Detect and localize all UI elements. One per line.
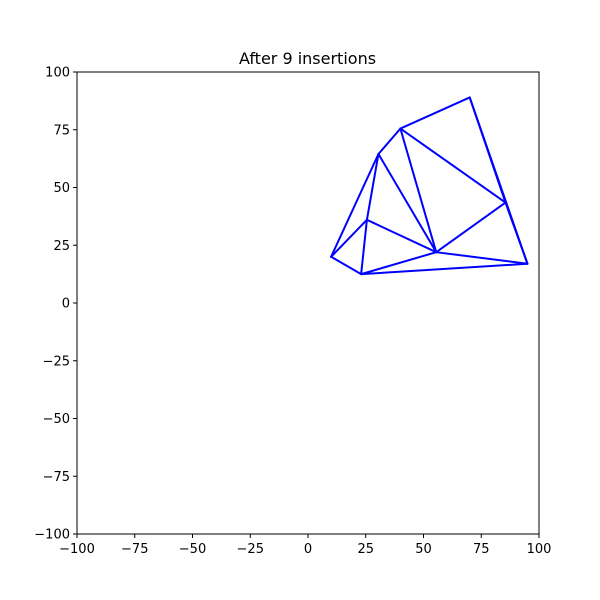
x-tick-label: 0 xyxy=(304,542,312,557)
x-tick-label: −50 xyxy=(179,542,206,557)
triangulation-edge xyxy=(360,218,368,276)
y-tick-label: 100 xyxy=(45,66,70,81)
x-tick-label: −25 xyxy=(237,542,264,557)
triangulation-edge xyxy=(330,255,363,276)
triangulation-edge xyxy=(435,251,529,265)
triangulation-edge xyxy=(504,201,529,265)
triangulation-edge xyxy=(399,96,471,130)
y-tick-label: 75 xyxy=(53,123,70,138)
x-tick-label: −100 xyxy=(59,542,95,557)
x-tick-label: 50 xyxy=(415,542,432,557)
triangulation-edge xyxy=(399,127,438,254)
y-axis: −100 −75 −50 −25 0 25 50 75 100 xyxy=(34,66,77,543)
triangulation-edge xyxy=(360,262,529,276)
triangulation-edge xyxy=(365,153,380,221)
triangulation-edge xyxy=(377,153,438,254)
triangulation-edges xyxy=(330,96,529,276)
y-tick-label: −50 xyxy=(43,412,70,427)
triangulation-edge xyxy=(365,218,438,254)
x-tick-label: 25 xyxy=(357,542,374,557)
x-tick-label: 75 xyxy=(473,542,490,557)
triangulation-edge xyxy=(360,251,438,276)
triangulation-edge xyxy=(377,127,402,156)
triangulation-edge xyxy=(435,201,507,254)
chart-title: After 9 insertions xyxy=(239,49,376,68)
y-tick-label: −75 xyxy=(43,470,70,485)
y-tick-label: 25 xyxy=(53,239,70,254)
x-tick-label: −75 xyxy=(121,542,148,557)
triangulation-edge xyxy=(399,127,507,204)
y-tick-label: 50 xyxy=(53,181,70,196)
x-axis: −100 −75 −50 −25 0 25 50 75 100 xyxy=(59,534,551,557)
y-tick-label: −100 xyxy=(34,528,70,543)
y-tick-label: 0 xyxy=(62,297,70,312)
y-tick-label: −25 xyxy=(43,354,70,369)
plot-frame xyxy=(76,71,540,535)
triangulation-edge xyxy=(330,218,368,258)
triangulation-edge xyxy=(330,153,380,258)
x-tick-label: 100 xyxy=(527,542,552,557)
